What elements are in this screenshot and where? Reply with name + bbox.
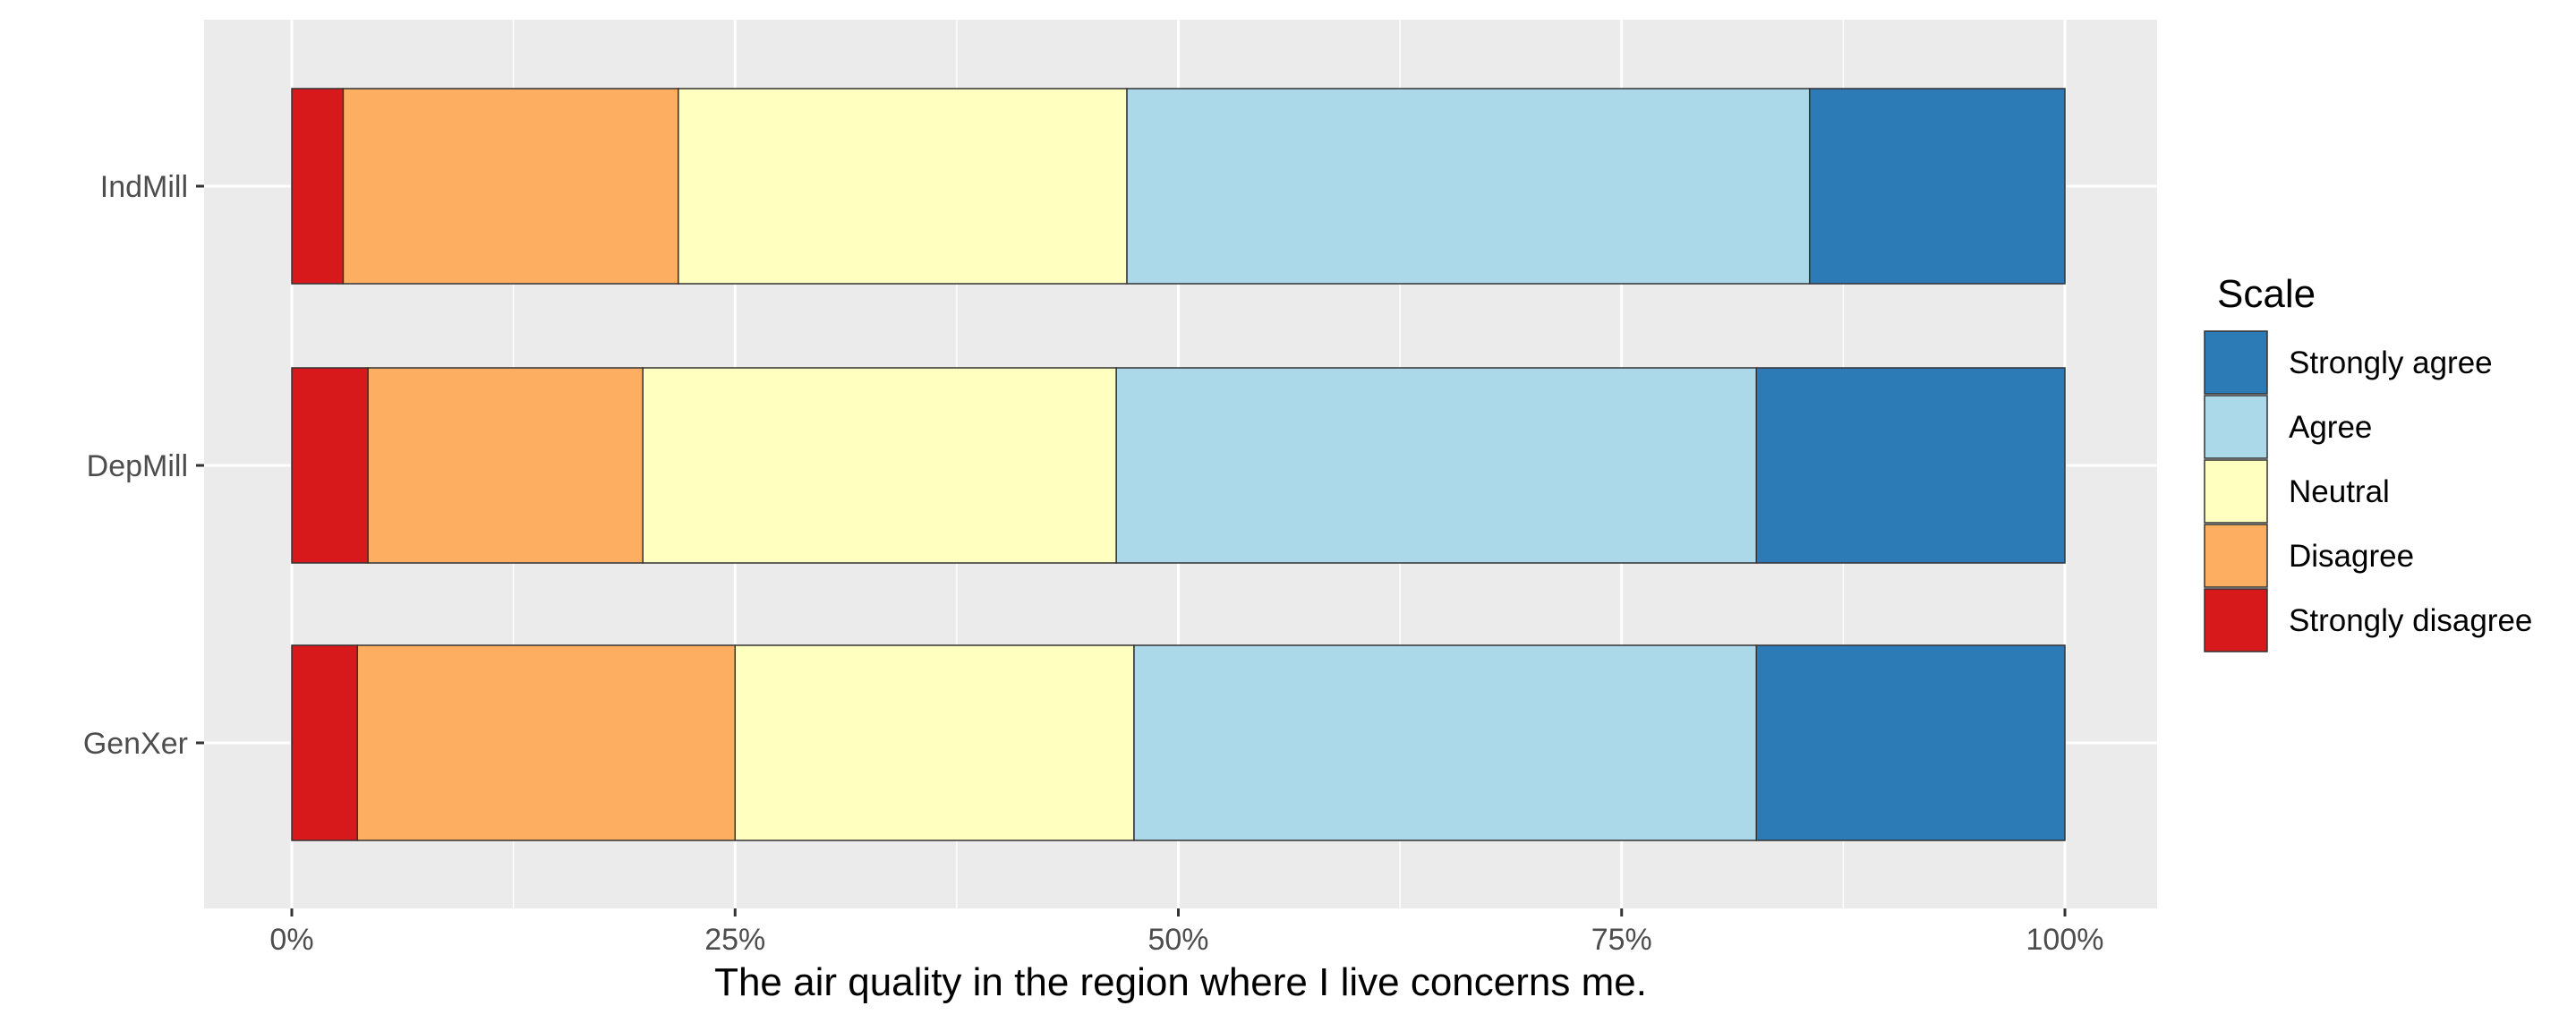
y-tick-label: GenXer [83,727,188,761]
legend-key [2204,524,2268,588]
bar-segment [1755,367,2066,564]
legend-label: Neutral [2289,474,2390,509]
legend: Scale Strongly agree Agree Neutral Disagree… [2204,272,2532,652]
x-axis: 0% 25% 50% 75% 100% [269,908,2103,957]
y-axis: GenXer DepMill IndMill [83,170,204,761]
bar-segment [1808,88,2066,285]
x-tick-label: 50% [1147,923,1208,957]
bar-segment [1126,88,1811,285]
bar-segment [642,367,1117,564]
bar-segment [1133,644,1758,841]
x-tick-label: 0% [269,923,313,957]
bar-segment [367,367,644,564]
bar-segment [1755,644,2066,841]
legend-label: Strongly agree [2289,345,2493,380]
x-tick-label: 75% [1591,923,1652,957]
bar-segment [342,88,679,285]
legend-key [2204,459,2268,524]
bar-segment [356,644,736,841]
legend-key [2204,330,2268,395]
x-tick-label: 100% [2026,923,2104,957]
y-tick-label: DepMill [87,449,188,483]
y-tick-label: IndMill [100,170,188,204]
bar-segment [291,367,369,564]
bar-segment [291,88,345,285]
bar-segment [291,644,359,841]
bar-segment [734,644,1135,841]
bar-segment [1115,367,1758,564]
x-axis-title: The air quality in the region where I li… [714,960,1647,1004]
legend-title: Scale [2217,272,2316,316]
legend-label: Strongly disagree [2289,603,2532,638]
legend-key [2204,588,2268,652]
bar-segment [678,88,1128,285]
legend-key [2204,395,2268,459]
legend-label: Disagree [2289,539,2414,574]
x-tick-label: 25% [704,923,765,957]
legend-label: Agree [2289,410,2372,445]
bars [291,88,2066,841]
